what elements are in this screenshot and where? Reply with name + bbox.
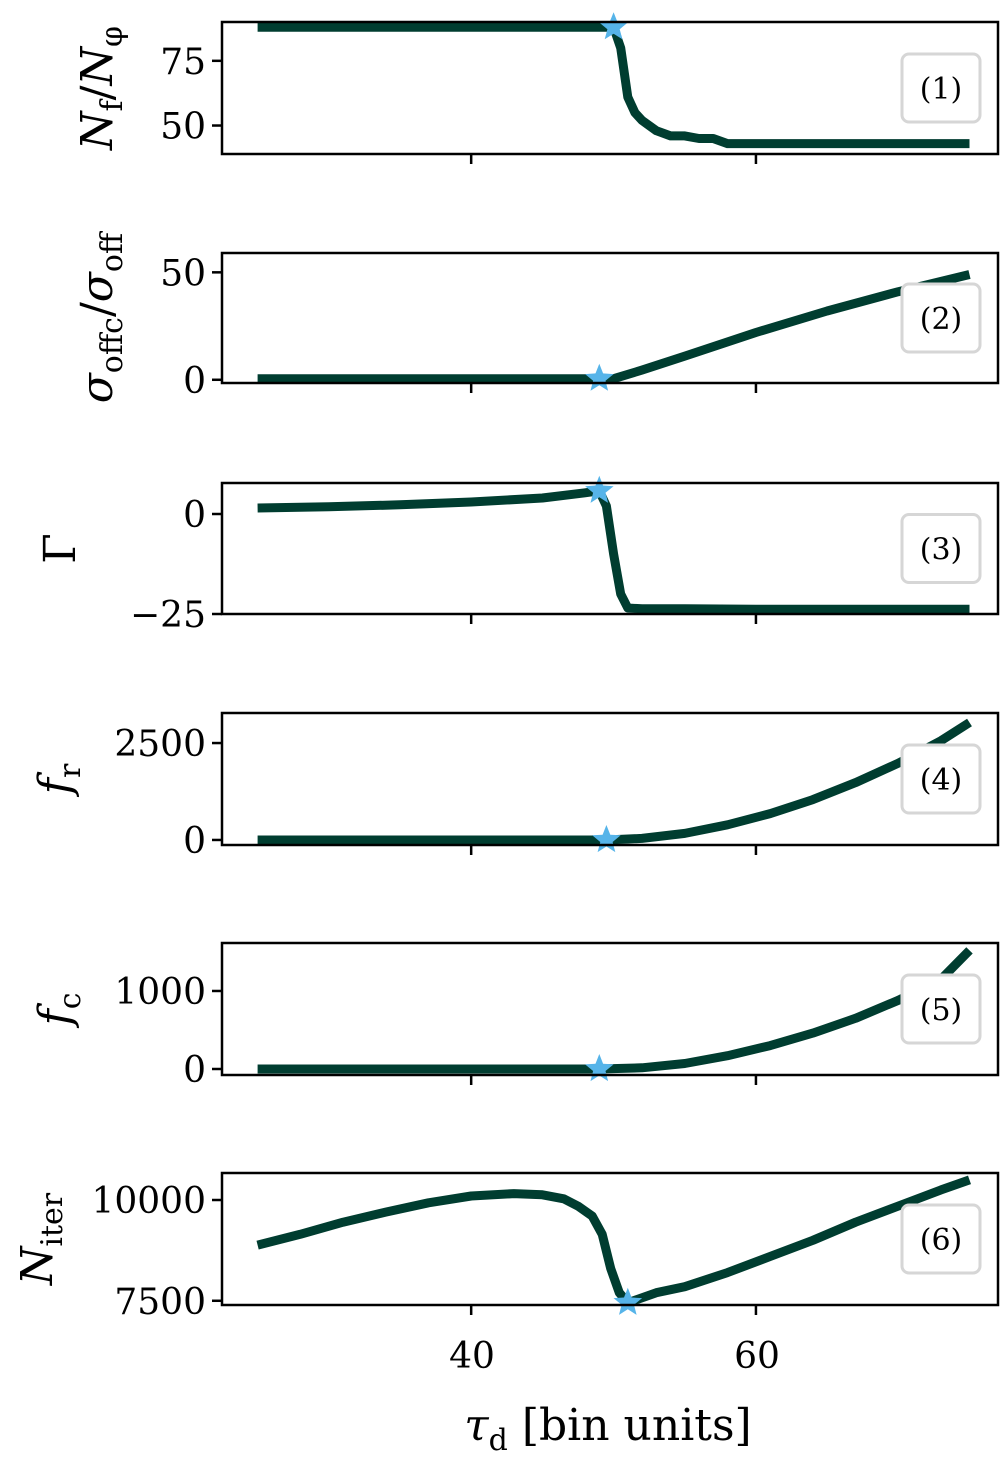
data-line (257, 947, 973, 1074)
panel-tag-label: (5) (920, 993, 963, 1028)
panel-tag-label: (6) (920, 1223, 963, 1258)
x-axis-label-units: [bin units] (508, 1400, 752, 1451)
data-line (257, 718, 972, 845)
y-axis-label: Nf/Nφ (72, 26, 130, 151)
panel-tag-box (900, 1203, 982, 1275)
ytick-label: 0 (183, 821, 206, 862)
axes-frame (220, 251, 1000, 385)
xtick-label-60: 60 (734, 1336, 780, 1377)
data-line (256, 1175, 971, 1305)
xtick-label-40: 40 (449, 1336, 495, 1377)
star-marker-icon (613, 1287, 643, 1315)
panel-1: 75 50 (1) Nf/Nφ (72, 12, 1000, 164)
ytick-label: 2500 (114, 724, 206, 765)
data-line (257, 22, 970, 149)
ytick-label: 50 (160, 107, 206, 148)
ytick-label: 7500 (114, 1282, 206, 1323)
axes-frame (220, 941, 1000, 1077)
data-line (257, 486, 970, 614)
star-marker-icon (599, 12, 628, 40)
y-axis-label: fc (30, 992, 88, 1028)
panel-6: 10000 7500 (6) Niter (12, 1171, 1000, 1323)
panel-tag-label: (1) (920, 72, 963, 107)
ytick-label: −25 (130, 595, 206, 636)
panel-tag-box (900, 513, 982, 584)
panel-tag-label: (4) (920, 763, 963, 798)
star-marker-icon (585, 475, 614, 503)
panel-tag-label: (3) (920, 533, 963, 568)
axes-frame (220, 20, 1000, 156)
star-marker-icon (585, 363, 614, 391)
panel-tag-box (900, 282, 982, 354)
y-axis-label: fr (30, 763, 88, 797)
ytick-label: 0 (183, 361, 206, 402)
star-marker-icon (585, 1054, 614, 1082)
ytick-label: 1000 (114, 972, 206, 1013)
x-axis-label-subscript: d (489, 1423, 508, 1458)
y-axis-label: σoffc/σoff (72, 230, 130, 403)
axes-frame (220, 711, 1000, 847)
ytick-label: 50 (160, 253, 206, 294)
panel-2: 50 0 (2) σoffc/σoff (72, 230, 1000, 403)
data-line (257, 270, 971, 383)
axes-frame (220, 1171, 1000, 1307)
panel-5: 1000 0 (5) fc (30, 941, 1000, 1091)
panel-tag-box (900, 52, 982, 124)
panel-tag-box (900, 743, 982, 815)
y-axis-label: Γ (35, 533, 86, 564)
panel-4: 2500 0 (4) fr (30, 711, 1000, 862)
panel-tag-label: (2) (920, 302, 963, 337)
ytick-label: 75 (160, 42, 206, 83)
ytick-label: 0 (183, 495, 206, 536)
panel-3: 0 −25 (3) Γ (35, 475, 1000, 636)
panel-tag-box (900, 973, 982, 1045)
ytick-label: 10000 (91, 1181, 206, 1222)
y-axis-label: Niter (12, 1192, 70, 1286)
x-axis-label: τd [bin units] (464, 1400, 751, 1458)
x-axis-label-symbol: τ (464, 1400, 489, 1451)
axes-frame (220, 481, 1000, 616)
ytick-label: 0 (183, 1050, 206, 1091)
star-marker-icon (592, 825, 621, 853)
